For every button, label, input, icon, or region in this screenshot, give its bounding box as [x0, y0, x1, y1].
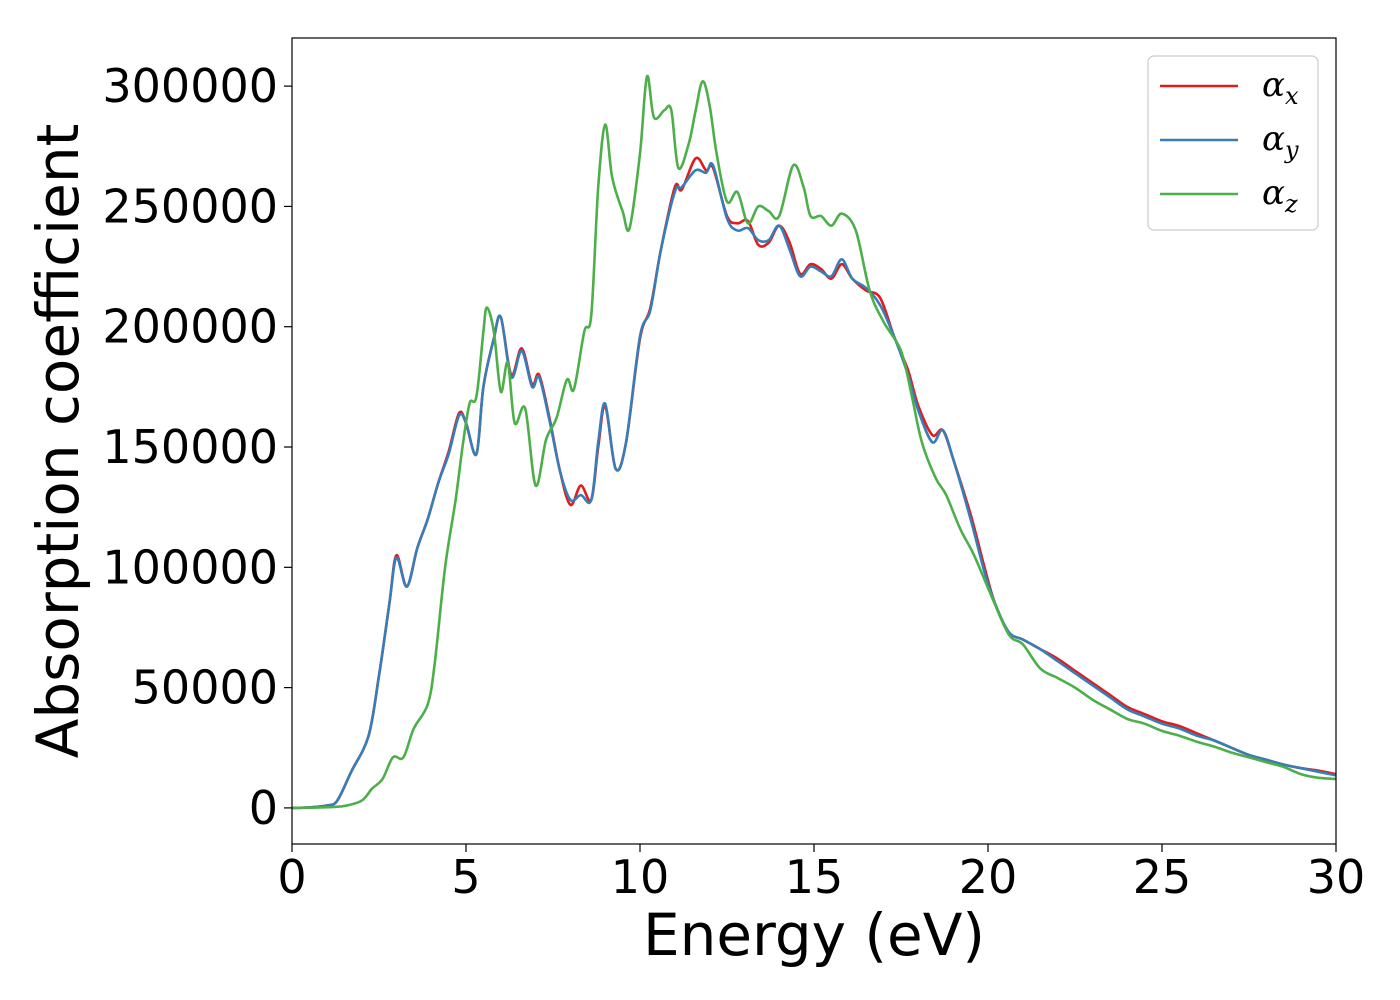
y-tick-label: 0 [249, 781, 278, 835]
y-tick-label: 50000 [132, 661, 278, 715]
series-line-y [292, 162, 1336, 810]
y-tick-label: 100000 [102, 540, 278, 594]
legend-box [1147, 55, 1319, 231]
x-axis: 0 5 10 15 20 25 30 [277, 844, 1365, 904]
y-axis-label: Absorption coefficient [24, 124, 92, 759]
y-tick-label: 200000 [102, 300, 278, 354]
y-tick-label: 150000 [102, 420, 278, 474]
y-tick-label: 250000 [102, 179, 278, 233]
x-axis-label: Energy (eV) [643, 901, 985, 969]
x-tick-label: 10 [611, 850, 670, 904]
y-axis: 0 50000 100000 150000 200000 250000 300000 [102, 59, 292, 835]
x-tick-label: 0 [277, 850, 306, 904]
x-tick-label: 30 [1307, 850, 1366, 904]
y-tick-label: 300000 [102, 59, 278, 113]
x-tick-label: 25 [1133, 850, 1192, 904]
series-layer [292, 75, 1336, 810]
x-tick-label: 15 [785, 850, 844, 904]
x-tick-label: 5 [451, 850, 480, 904]
series-line-x [292, 156, 1336, 810]
x-tick-label: 20 [959, 850, 1018, 904]
series-line-z [292, 75, 1336, 810]
